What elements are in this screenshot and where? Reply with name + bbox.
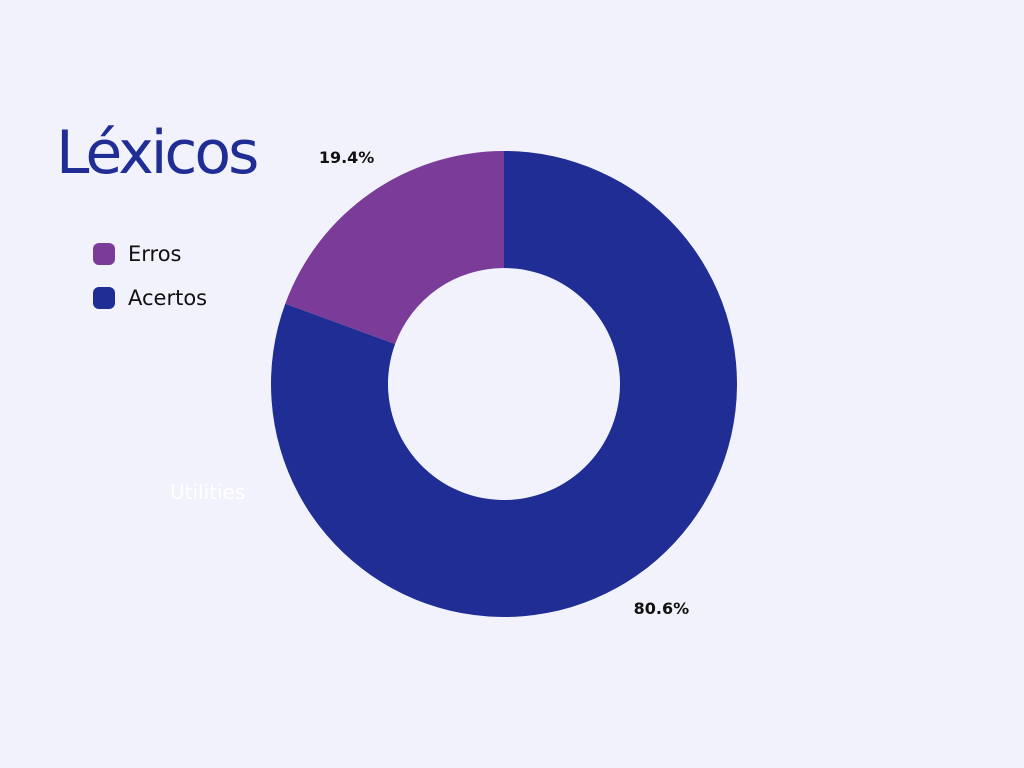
legend-swatch-erros: [93, 243, 115, 265]
data-label-acertos: 80.6%: [634, 599, 690, 618]
legend-swatch-acertos: [93, 287, 115, 309]
legend-label-acertos: Acertos: [128, 286, 208, 310]
data-label-erros: 19.4%: [319, 148, 375, 167]
legend-item-erros: Erros: [93, 232, 207, 276]
legend-label-erros: Erros: [128, 242, 182, 266]
stray-label: Utilities: [170, 480, 246, 504]
chart-legend: Erros Acertos: [93, 232, 207, 320]
slice-acertos: [271, 151, 738, 617]
chart-title: Léxicos: [56, 118, 259, 188]
legend-item-acertos: Acertos: [93, 276, 207, 320]
slice-erros: [285, 151, 504, 345]
